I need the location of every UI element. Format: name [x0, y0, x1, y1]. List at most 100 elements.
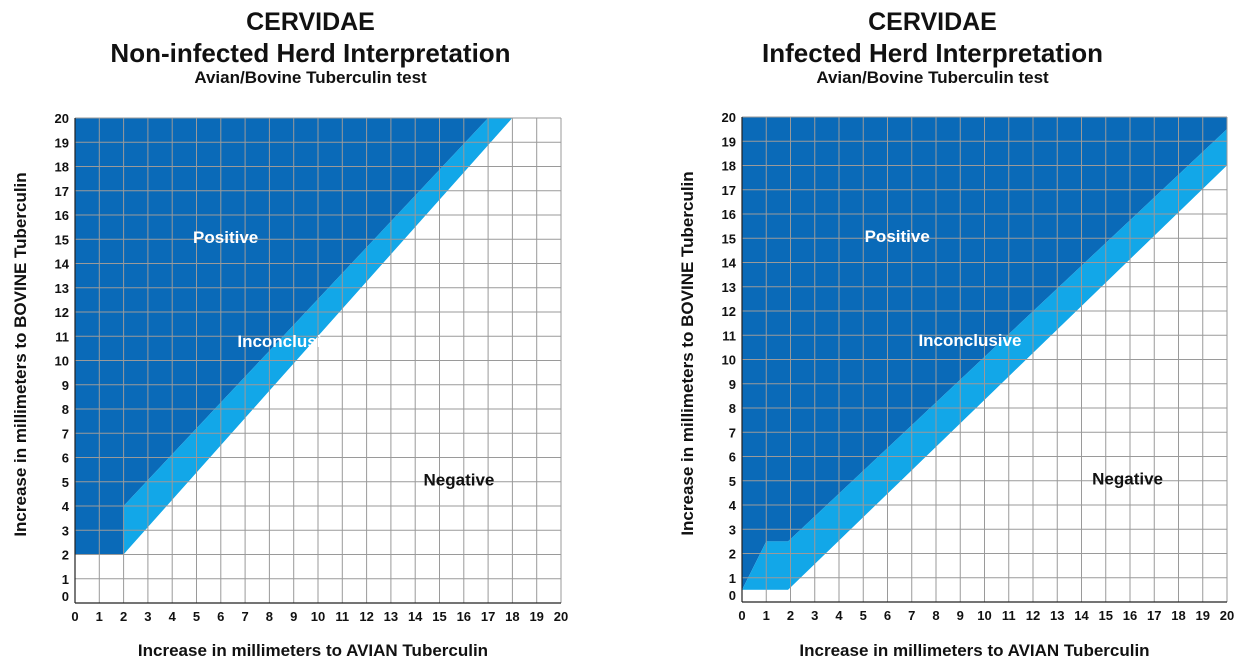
x-tick-label: 15	[432, 609, 446, 624]
x-tick-label: 11	[1002, 608, 1016, 623]
y-tick-label: 17	[722, 183, 736, 198]
x-tick-label: 4	[169, 609, 177, 624]
region-label-inconclusive: Inconclusive	[237, 332, 340, 351]
x-tick-label: 8	[932, 608, 939, 623]
y-tick-label: 10	[55, 354, 69, 369]
grid-lines	[741, 116, 1228, 603]
y-tick-label: 0	[729, 588, 736, 603]
chart-test-name: Avian/Bovine Tuberculin test	[816, 68, 1049, 87]
chart-subtitle: Non-infected Herd Interpretation	[110, 38, 511, 68]
y-tick-label: 20	[722, 110, 736, 125]
x-tick-label: 15	[1099, 608, 1113, 623]
chart-svg-non-infected: 0 1 2 3 4 5 6 7 8 9 10 11 12 13 14 15 16 17 18 19 2001234567…	[11, 111, 568, 660]
x-tick-label: 1	[96, 609, 103, 624]
region-label-positive: Positive	[865, 227, 930, 246]
y-tick-label: 19	[722, 134, 736, 149]
x-tick-label: 17	[481, 609, 495, 624]
x-tick-label: 3	[144, 609, 151, 624]
y-tick-label: 13	[55, 281, 69, 296]
y-tick-label: 9	[62, 378, 69, 393]
y-tick-label: 12	[55, 305, 69, 320]
y-tick-label: 9	[729, 377, 736, 392]
x-tick-label: 5	[860, 608, 867, 623]
x-tick-label: 7	[908, 608, 915, 623]
y-tick-label: 2	[62, 548, 69, 563]
x-tick-label: 18	[505, 609, 519, 624]
x-tick-label: 16	[457, 609, 471, 624]
y-tick-label: 3	[62, 523, 69, 538]
y-tick-label: 20	[55, 111, 69, 126]
chart-title: CERVIDAE	[246, 8, 375, 36]
chart-panel-infected: CERVIDAE Infected Herd Interpretation Av…	[622, 0, 1243, 661]
x-tick-label: 12	[1026, 608, 1040, 623]
y-tick-label: 15	[55, 232, 69, 247]
y-tick-label: 13	[722, 280, 736, 295]
y-tick-label: 7	[729, 425, 736, 440]
y-tick-label: 0	[62, 589, 69, 604]
chart-subtitle: Infected Herd Interpretation	[762, 38, 1103, 68]
y-tick-label: 16	[722, 207, 736, 222]
chart-panel-non-infected: CERVIDAE Non-infected Herd Interpretatio…	[0, 0, 621, 661]
y-tick-label: 5	[729, 474, 736, 489]
x-tick-label: 7	[241, 609, 248, 624]
y-tick-label: 18	[55, 160, 69, 175]
y-tick-label: 4	[62, 499, 70, 514]
y-tick-label: 5	[62, 475, 69, 490]
x-tick-label: 14	[1074, 608, 1089, 623]
x-tick-label: 19	[529, 609, 543, 624]
y-tick-label: 2	[729, 547, 736, 562]
chart-test-name: Avian/Bovine Tuberculin test	[194, 68, 427, 87]
x-tick-label: 8	[266, 609, 273, 624]
y-tick-label: 17	[55, 184, 69, 199]
x-tick-label: 19	[1196, 608, 1210, 623]
x-tick-label: 9	[290, 609, 297, 624]
y-tick-label: 14	[55, 257, 70, 272]
x-axis-label: Increase in millimeters to AVIAN Tubercu…	[138, 641, 488, 660]
y-axis-label: Increase in millimeters to BOVINE Tuberc…	[11, 172, 30, 536]
x-tick-label: 20	[1220, 608, 1234, 623]
y-tick-label: 14	[722, 256, 737, 271]
y-tick-label: 8	[62, 402, 69, 417]
x-tick-label: 10	[311, 609, 325, 624]
y-tick-label: 18	[722, 159, 736, 174]
x-axis-label: Increase in millimeters to AVIAN Tubercu…	[799, 641, 1149, 660]
region-label-negative: Negative	[1092, 469, 1163, 488]
x-tick-label: 6	[217, 609, 224, 624]
chart-title: CERVIDAE	[868, 8, 997, 36]
y-tick-label: 16	[55, 208, 69, 223]
x-tick-label: 16	[1123, 608, 1137, 623]
y-tick-label: 8	[729, 401, 736, 416]
x-tick-label: 5	[193, 609, 200, 624]
x-tick-label: 0	[738, 608, 745, 623]
x-tick-label: 1	[763, 608, 770, 623]
x-tick-label: 0	[71, 609, 78, 624]
y-tick-label: 15	[722, 231, 736, 246]
y-tick-label: 12	[722, 304, 736, 319]
y-tick-label: 19	[55, 135, 69, 150]
x-tick-label: 12	[359, 609, 373, 624]
x-tick-label: 13	[384, 609, 398, 624]
chart-svg-infected: 0 1 2 3 4 5 6 7 8 9 10 11 12 13 14 15 16 17 18 19 2001234567…	[678, 110, 1234, 660]
y-tick-label: 6	[729, 450, 736, 465]
x-tick-label: 13	[1050, 608, 1064, 623]
x-tick-label: 3	[811, 608, 818, 623]
y-tick-label: 11	[55, 329, 69, 344]
x-tick-label: 20	[554, 609, 568, 624]
y-tick-label: 3	[729, 522, 736, 537]
x-tick-label: 4	[835, 608, 843, 623]
y-tick-label: 11	[722, 328, 736, 343]
x-tick-label: 14	[408, 609, 423, 624]
grid-lines	[74, 117, 562, 604]
x-tick-label: 17	[1147, 608, 1161, 623]
y-axis-label: Increase in millimeters to BOVINE Tuberc…	[678, 171, 697, 535]
y-tick-label: 4	[729, 498, 737, 513]
x-tick-label: 10	[977, 608, 991, 623]
x-tick-label: 9	[957, 608, 964, 623]
x-tick-label: 2	[787, 608, 794, 623]
y-tick-label: 10	[722, 353, 736, 368]
y-tick-label: 7	[62, 426, 69, 441]
y-tick-label: 1	[62, 572, 69, 587]
x-tick-label: 6	[884, 608, 891, 623]
x-tick-label: 18	[1171, 608, 1185, 623]
region-label-inconclusive: Inconclusive	[918, 331, 1021, 350]
